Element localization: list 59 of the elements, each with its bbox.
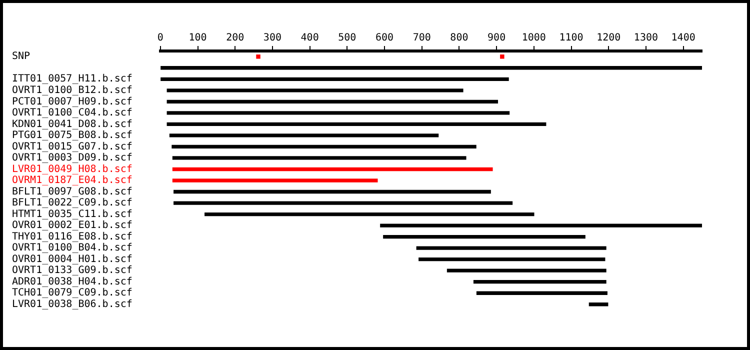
bar [418, 257, 606, 262]
y-tick-label: THY01_0116_E08.b.scf [12, 231, 132, 242]
x-tick-label: 300 [263, 32, 282, 44]
y-tick-label: OVRT1_0100_C04.b.scf [12, 108, 132, 119]
x-tick-label: 1300 [634, 32, 658, 44]
bar [383, 234, 586, 239]
x-tick-label: 1400 [671, 32, 696, 44]
y-tick-label: ITT01_0057_H11.b.scf [12, 74, 132, 85]
x-tick-label: 1000 [522, 32, 546, 44]
y-tick-label: OVRT1_0133_G09.b.scf [12, 265, 132, 276]
bar [380, 224, 702, 228]
y-tick-label: OVRT1_0100_B12.b.scf [12, 85, 132, 96]
bar [166, 100, 498, 104]
y-tick-label: OVRT1_0003_D09.b.scf [12, 152, 132, 164]
y-tick-label: TCH01_0079_C09.b.scf [12, 288, 132, 299]
y-tick-label: KDN01_0041_D08.b.scf [12, 118, 132, 130]
y-tick-label: ADR01_0038_H04.b.scf [12, 276, 132, 288]
bar [166, 111, 510, 115]
y-tick-label: OVRT1_0100_B04.b.scf [12, 242, 132, 254]
x-tick-label: 1200 [596, 32, 621, 44]
bar [174, 201, 513, 205]
x-tick-label: 200 [226, 32, 244, 44]
bar [588, 302, 608, 306]
bar [166, 122, 546, 126]
y-tick-label: BFLT1_0022_C09.b.scf [12, 198, 132, 209]
y-tick-label: PTG01_0075_B08.b.scf [12, 130, 132, 142]
bar [169, 134, 439, 138]
bar [172, 144, 476, 149]
bar [166, 88, 464, 92]
bar [174, 190, 491, 194]
x-tick-label: 600 [375, 32, 394, 44]
x-tick-label: 800 [450, 32, 468, 44]
y-tick-label: LVR01_0049_H08.b.scf [12, 164, 132, 175]
bar [172, 156, 466, 160]
bar [204, 212, 534, 216]
bar [446, 268, 606, 272]
bar [172, 167, 493, 172]
x-tick-label: 700 [412, 32, 431, 44]
y-tick-label: OVR01_0002_E01.b.scf [12, 220, 132, 232]
y-tick-label: OVRM1_0187_E04.b.scf [12, 175, 132, 186]
y-tick-label: BFLT1_0097_G08.b.scf [12, 186, 132, 198]
x-tick-label: 100 [188, 32, 207, 44]
y-tick-label: OVR01_0004_H01.b.scf [12, 254, 132, 265]
bar [476, 291, 608, 295]
x-tick-label: 500 [338, 32, 356, 44]
bar [172, 178, 378, 182]
bar [416, 246, 606, 250]
x-tick-label: 0 [157, 32, 164, 44]
y-tick-label: OVRT1_0015_G07.b.scf [12, 141, 132, 152]
y-tick-label: PCT01_0007_H09.b.scf [12, 96, 132, 108]
y-tick-label: SNP [12, 51, 30, 62]
bar [473, 280, 606, 284]
y-tick-label: HTMT1_0035_C11.b.scf [12, 208, 132, 220]
x-tick-label: 900 [488, 32, 506, 44]
x-tick-label: 400 [300, 32, 319, 44]
x-tick-label: 1100 [559, 32, 584, 44]
y-tick-label: LVR01_0038_B06.b.scf [12, 298, 132, 310]
bar [160, 77, 509, 81]
bar [160, 66, 702, 70]
